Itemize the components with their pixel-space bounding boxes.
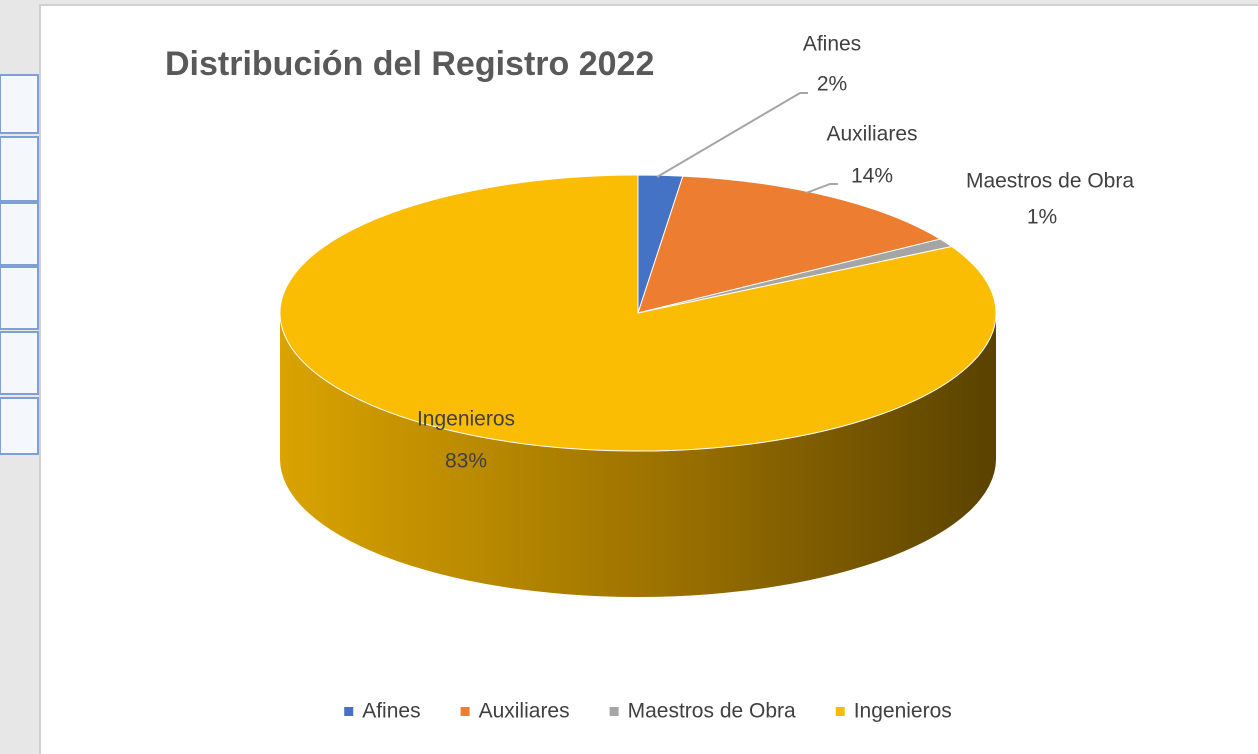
data-label-name: Auxiliares — [826, 123, 917, 146]
chart-title: Distribución del Registro 2022 — [165, 45, 654, 83]
data-label-value: 1% — [1027, 206, 1057, 229]
legend-marker — [460, 707, 470, 716]
legend-label: Ingenieros — [854, 700, 952, 723]
data-label-value: 14% — [851, 165, 893, 188]
legend-label: Maestros de Obra — [628, 700, 796, 723]
leader-line — [656, 92, 808, 178]
legend: Afines Auxiliares Maestros de Obra Ingenier… — [344, 700, 952, 723]
legend-label: Auxiliares — [479, 700, 570, 723]
data-label-value: 83% — [445, 450, 487, 473]
slice — [279, 174, 997, 452]
legend-marker — [835, 707, 845, 716]
sheet-cells — [0, 74, 39, 455]
slice — [637, 175, 942, 314]
data-label-name: Ingenieros — [417, 408, 515, 431]
data-label-value: 2% — [817, 73, 847, 96]
pie — [279, 174, 997, 597]
leader-line — [805, 183, 838, 194]
data-label-name: Afines — [803, 33, 861, 56]
legend-label: Afines — [362, 700, 420, 723]
legend-marker — [609, 707, 619, 716]
data-label-name: Maestros de Obra — [966, 170, 1134, 193]
data-labels: Afines 2% Auxiliares 14% Maestros de Obra 1% I… — [417, 33, 1134, 473]
slice-side — [280, 313, 996, 597]
legend-marker — [344, 707, 354, 716]
